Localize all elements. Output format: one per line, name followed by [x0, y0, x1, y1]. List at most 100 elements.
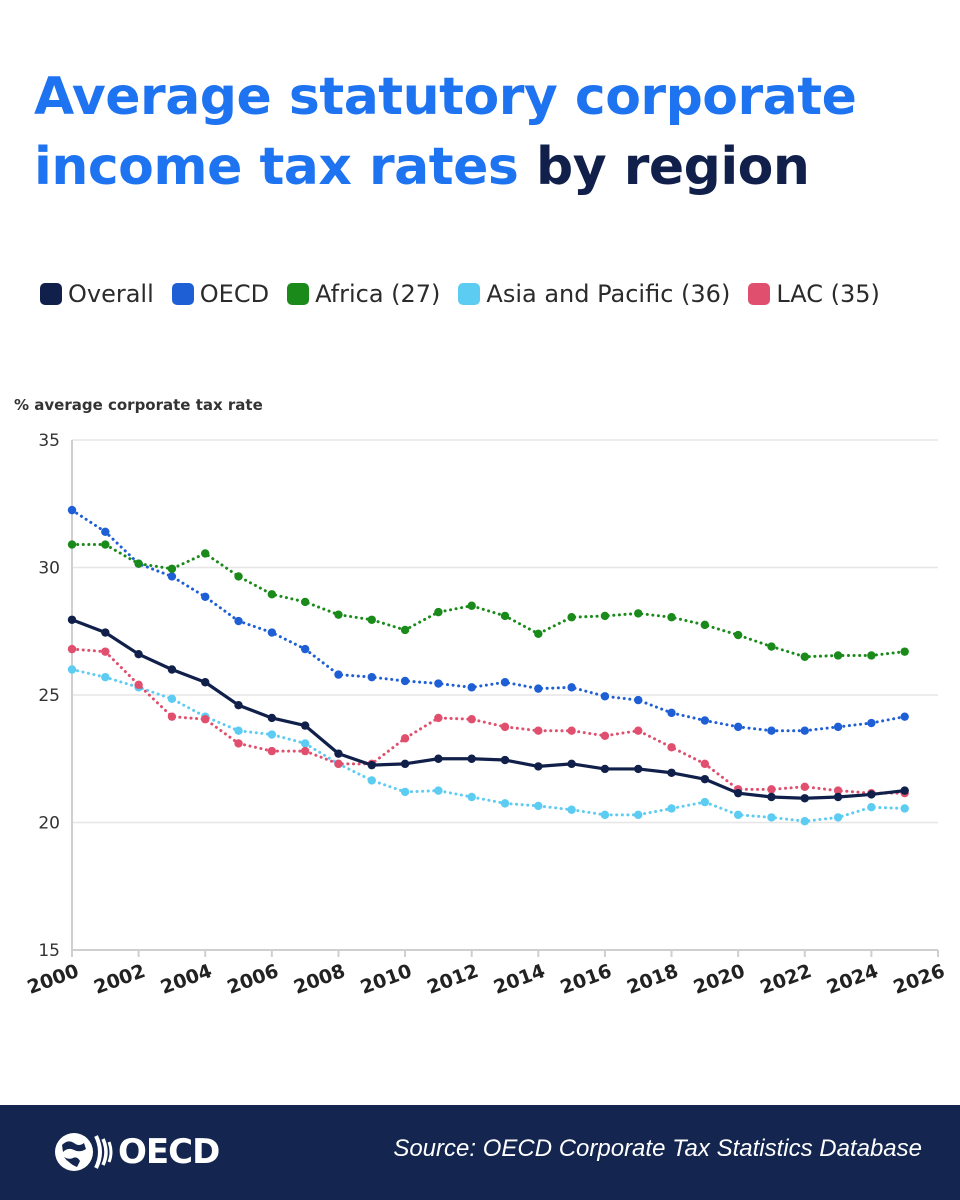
- data-point-oecd: [833, 722, 843, 732]
- data-point-africa-27: [300, 597, 310, 607]
- data-point-lac-35: [833, 786, 843, 795]
- data-point-asia-and-pacific-36: [900, 804, 909, 813]
- x-tick-label: 2010: [358, 960, 415, 999]
- data-point-lac-35: [634, 726, 643, 735]
- data-point-asia-and-pacific-36: [867, 803, 876, 812]
- y-axis-label: % average corporate tax rate: [14, 396, 263, 414]
- data-point-overall: [334, 749, 343, 758]
- logo-text: OECD: [118, 1132, 220, 1172]
- data-point-oecd: [867, 718, 876, 728]
- x-tick-label: 2022: [757, 960, 814, 999]
- data-point-oecd: [334, 670, 343, 679]
- data-point-overall: [167, 665, 177, 674]
- legend-label: OECD: [199, 280, 270, 308]
- data-point-overall: [800, 794, 809, 803]
- legend-item-overall: Overall: [40, 280, 154, 308]
- x-tick-label: 2018: [624, 960, 681, 999]
- data-point-asia-and-pacific-36: [833, 813, 843, 822]
- data-point-overall: [67, 615, 77, 624]
- data-point-asia-and-pacific-36: [101, 672, 110, 682]
- data-point-lac-35: [234, 739, 243, 748]
- data-point-overall: [567, 759, 576, 769]
- data-point-overall: [234, 701, 243, 710]
- data-point-oecd: [101, 527, 110, 536]
- data-point-overall: [833, 792, 843, 802]
- data-point-overall: [534, 762, 543, 771]
- data-point-africa-27: [234, 572, 243, 581]
- data-point-asia-and-pacific-36: [767, 813, 776, 822]
- data-point-overall: [600, 764, 610, 774]
- data-point-africa-27: [700, 620, 710, 630]
- data-point-asia-and-pacific-36: [500, 799, 510, 808]
- y-tick-label: 20: [38, 814, 60, 834]
- data-point-lac-35: [167, 712, 177, 721]
- data-point-lac-35: [334, 759, 343, 769]
- data-point-lac-35: [767, 785, 776, 794]
- data-point-overall: [700, 774, 710, 784]
- data-point-lac-35: [67, 644, 77, 654]
- data-point-africa-27: [267, 590, 277, 599]
- data-point-overall: [634, 764, 643, 774]
- x-tick-label: 2004: [158, 960, 215, 999]
- data-point-africa-27: [667, 613, 676, 622]
- data-point-asia-and-pacific-36: [567, 805, 576, 814]
- data-point-overall: [467, 754, 476, 763]
- x-tick-label: 2024: [824, 960, 881, 999]
- legend-label: Asia and Pacific (36): [486, 280, 731, 308]
- data-point-asia-and-pacific-36: [267, 730, 277, 739]
- data-point-africa-27: [800, 652, 809, 661]
- data-point-overall: [134, 650, 143, 659]
- legend-label: Africa (27): [315, 280, 441, 308]
- data-point-overall: [900, 786, 909, 795]
- data-point-africa-27: [900, 647, 909, 656]
- data-point-africa-27: [367, 615, 376, 624]
- data-point-oecd: [567, 683, 576, 692]
- data-point-lac-35: [434, 713, 443, 723]
- series-line-asia-and-pacific-36: [70, 668, 907, 823]
- y-tick-label: 35: [38, 431, 60, 451]
- data-point-africa-27: [500, 611, 510, 621]
- data-point-africa-27: [534, 629, 543, 638]
- data-point-africa-27: [101, 540, 110, 549]
- data-point-asia-and-pacific-36: [800, 817, 809, 826]
- footer-bar: OECD Source: OECD Corporate Tax Statisti…: [0, 1105, 960, 1200]
- line-chart: 15 20 25 30 35 2000 2002 2004 2006 2008 2010 2012 20…: [24, 431, 947, 999]
- data-point-lac-35: [667, 743, 676, 752]
- data-point-asia-and-pacific-36: [434, 786, 443, 795]
- data-point-oecd: [300, 644, 310, 654]
- data-point-asia-and-pacific-36: [400, 787, 410, 797]
- data-point-lac-35: [134, 680, 143, 689]
- x-tick-label: 2000: [24, 960, 81, 999]
- data-point-overall: [300, 721, 310, 730]
- data-point-overall: [867, 790, 876, 799]
- data-point-oecd: [234, 616, 243, 626]
- data-point-africa-27: [567, 613, 576, 622]
- data-point-oecd: [434, 679, 443, 688]
- data-point-oecd: [600, 692, 610, 701]
- source-note: Source: OECD Corporate Tax Statistics Da…: [393, 1135, 922, 1162]
- data-point-lac-35: [300, 746, 310, 756]
- legend-item-africa-27: Africa (27): [287, 280, 440, 308]
- y-tick-label: 15: [38, 941, 60, 961]
- data-point-oecd: [733, 722, 743, 732]
- data-point-lac-35: [700, 759, 710, 769]
- data-point-asia-and-pacific-36: [600, 810, 610, 820]
- title-rest: by region: [535, 137, 810, 197]
- data-point-africa-27: [867, 651, 876, 660]
- data-point-lac-35: [201, 715, 210, 724]
- oecd-logo: OECD: [52, 1127, 220, 1177]
- x-tick-label: 2002: [91, 960, 148, 999]
- data-point-asia-and-pacific-36: [367, 776, 376, 785]
- data-point-africa-27: [733, 630, 743, 640]
- chart-title: Average statutory corporate income tax r…: [34, 62, 934, 202]
- data-point-asia-and-pacific-36: [667, 804, 676, 813]
- globe-icon: [55, 1133, 113, 1171]
- data-point-africa-27: [201, 549, 210, 558]
- data-point-africa-27: [833, 651, 843, 660]
- data-point-oecd: [467, 683, 476, 692]
- data-point-oecd: [367, 672, 376, 682]
- data-point-oecd: [201, 592, 210, 602]
- legend-swatch: [40, 283, 62, 305]
- data-point-oecd: [67, 505, 77, 515]
- data-point-africa-27: [434, 607, 443, 617]
